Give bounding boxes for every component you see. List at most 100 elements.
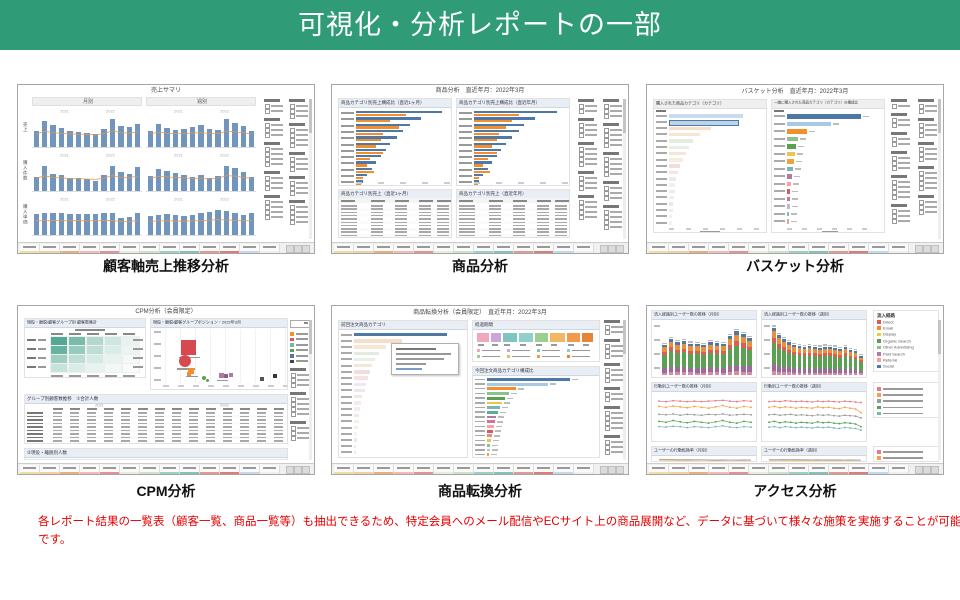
checkbox-icon — [579, 104, 584, 109]
mini-panel-title: 経過期間 — [475, 322, 494, 327]
text-smudge — [240, 433, 249, 435]
text-smudge — [75, 329, 105, 331]
text-smudge — [489, 224, 501, 227]
text-smudge — [87, 422, 96, 424]
bar — [474, 148, 501, 152]
checkbox-icon — [604, 157, 609, 162]
text-smudge — [274, 422, 283, 424]
scrollbar-thumb — [938, 320, 941, 354]
text-smudge — [603, 205, 619, 208]
bar — [67, 177, 73, 191]
sheet-tab-color — [180, 251, 199, 253]
bar-segment — [772, 371, 776, 375]
text-smudge — [271, 128, 283, 131]
bar — [41, 120, 48, 147]
chip — [550, 333, 565, 342]
tab-nav-button — [608, 245, 616, 253]
bar-segment — [818, 349, 822, 354]
text-smudge — [475, 453, 485, 456]
bar-segment — [843, 347, 848, 350]
text-smudge — [459, 181, 472, 184]
text-smudge — [422, 182, 428, 184]
sheet-tab-color — [434, 251, 453, 253]
sheet-tab — [729, 465, 749, 474]
text-smudge — [437, 199, 451, 202]
checkbox-icon — [605, 426, 610, 431]
text-smudge — [297, 397, 309, 400]
text-smudge — [341, 445, 352, 448]
checkbox-icon — [919, 128, 924, 133]
text-smudge — [289, 99, 305, 102]
text-smudge — [172, 429, 181, 431]
bar — [223, 119, 230, 147]
thumbnail-product-analysis: 商品分析 直近年月：2022年3月 商品カテゴリ別売上構成比（直近1ヶ月） 商品カテ… — [331, 84, 629, 254]
text-smudge — [832, 467, 845, 469]
bar — [474, 151, 498, 154]
sheet-tab — [374, 465, 394, 474]
bar-segment — [853, 351, 858, 353]
sheet-tab — [789, 244, 809, 253]
bar — [356, 148, 386, 152]
mini-title: 売上サマリ — [150, 86, 181, 94]
bar-segment — [681, 348, 687, 353]
bar-segment — [843, 356, 848, 369]
sheet-tab-color — [354, 472, 373, 474]
text-smudge — [925, 147, 937, 150]
text-smudge — [501, 406, 508, 409]
text-smudge — [604, 320, 620, 323]
text-smudge — [297, 407, 309, 410]
text-smudge — [459, 224, 475, 227]
sheet-tab-color — [100, 251, 119, 253]
checkbox-icon — [919, 109, 924, 114]
text-smudge — [356, 182, 362, 184]
text-smudge — [395, 218, 407, 220]
bar-segment — [708, 352, 713, 368]
scatter-point — [187, 368, 194, 375]
text-smudge — [752, 467, 765, 469]
text-smudge — [341, 345, 352, 348]
panel-header: 行動別ユーザー数の推移（月別） — [652, 383, 756, 392]
text-smudge — [189, 419, 198, 421]
text-smudge — [271, 109, 283, 112]
text-smudge — [832, 246, 845, 248]
text-smudge — [918, 166, 934, 169]
tab-nav-button — [302, 466, 310, 474]
sheet-tab-color — [869, 251, 888, 253]
bar — [356, 136, 397, 139]
text-smudge — [189, 408, 199, 410]
bar-segment — [772, 331, 776, 339]
scatter-point — [202, 376, 207, 381]
bar — [356, 120, 391, 123]
checkbox-icon — [290, 157, 295, 162]
bar — [232, 212, 238, 235]
sheet-tab — [354, 465, 374, 474]
bar — [487, 392, 509, 395]
bar — [669, 164, 681, 168]
text-smudge — [274, 426, 283, 428]
bar — [356, 157, 371, 161]
text-smudge — [654, 367, 660, 369]
scrollbar — [938, 320, 941, 460]
text-smudge — [297, 383, 309, 386]
checkbox-icon — [919, 210, 924, 215]
text-smudge — [555, 224, 567, 227]
bar — [487, 420, 495, 424]
text-smudge — [206, 419, 215, 421]
text-smudge — [459, 208, 475, 210]
text-smudge — [918, 195, 934, 198]
bar-segment — [714, 367, 720, 373]
bar-segment — [694, 367, 700, 373]
checkbox-icon — [290, 210, 295, 215]
bar-segment — [823, 346, 827, 349]
text-smudge — [341, 389, 352, 392]
text-smudge — [688, 341, 693, 343]
mini-panel-title: 前回注文商品カテゴリ — [341, 322, 387, 327]
text-smudge — [357, 246, 370, 248]
text-smudge — [341, 395, 352, 398]
text-smudge — [459, 199, 473, 202]
text-smudge — [274, 440, 283, 442]
text-smudge — [396, 363, 426, 365]
text-smudge — [143, 467, 156, 469]
sheet-tab — [414, 244, 434, 253]
text-smudge — [27, 440, 43, 442]
